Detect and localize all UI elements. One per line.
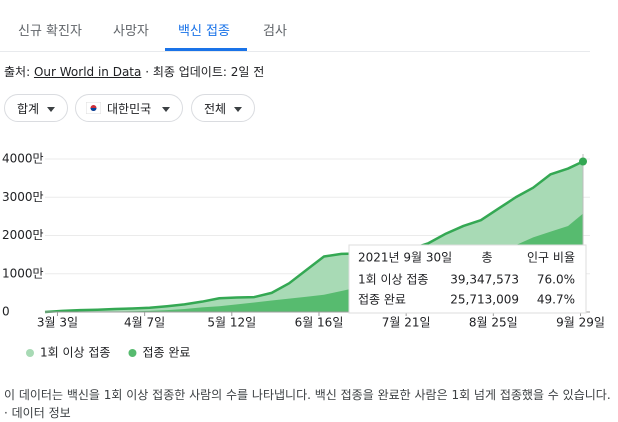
y-tick-label: 2000만: [2, 228, 44, 242]
x-tick-label: 4월 7일: [124, 316, 165, 330]
dropdown-label: 합계: [17, 102, 40, 116]
tab[interactable]: 신규 확진자: [18, 24, 82, 39]
source-prefix: 출처:: [4, 65, 31, 79]
footnote-text: 이 데이터는 백신을 1회 이상 접종한 사람의 수를 나타냅니다. 백신 접종…: [4, 388, 611, 402]
point: [579, 157, 587, 166]
tab-active[interactable]: 백신 접종: [178, 24, 230, 39]
x-tick-label: 8월 25일: [469, 316, 518, 330]
dropdown[interactable]: 전체: [191, 94, 255, 122]
source: 출처: Our World in Data · 최종 업데이트: 2일 전: [4, 63, 264, 80]
tooltip: 2021년 9월 30일 총 인구 비율 1회 이상 접종 39,347,573 76.0…: [348, 244, 587, 314]
x-tick-label: 5월 12일: [207, 316, 256, 330]
dropdown-label: 전체: [204, 102, 227, 116]
dropdown-label: 대한민국: [107, 102, 152, 116]
tooltip-ratio: 76.0%: [537, 273, 575, 287]
dropdown[interactable]: 합계: [4, 94, 68, 122]
tab[interactable]: 사망자: [113, 24, 149, 39]
divider: [0, 51, 590, 52]
y-tick-label: 0: [2, 305, 10, 319]
legend-swatch: [128, 349, 137, 357]
legend-label: 접종 완료: [142, 346, 190, 360]
tooltip-box: [348, 244, 587, 314]
updated: · 최종 업데이트: 2일 전: [145, 65, 265, 79]
line: [44, 160, 584, 314]
legend-label: 1회 이상 접종: [40, 346, 110, 360]
page: 신규 확진자 사망자 백신 접종 검사 출처: Our World in Dat…: [0, 24, 611, 420]
footnote: 이 데이터는 백신을 1회 이상 접종한 사람의 수를 나타냅니다. 백신 접종…: [4, 386, 612, 422]
tooltip-header: 총: [481, 251, 492, 265]
tooltip-total: 25,713,009: [450, 293, 519, 307]
tooltip-ratio: 49.7%: [537, 293, 575, 307]
y-tick-label: 1000만: [2, 266, 44, 280]
source-link[interactable]: Our World in Data: [33, 65, 142, 79]
flag: [86, 102, 101, 114]
tooltip-date: 2021년 9월 30일: [358, 251, 452, 265]
y-tick-label: 4000만: [2, 152, 44, 166]
tooltip-total: 39,347,573: [450, 273, 519, 287]
dropdown[interactable]: 대한민국: [75, 94, 183, 122]
y-tick-label: 3000만: [2, 190, 44, 204]
x-tick-label: 7월 21일: [382, 316, 431, 330]
legend-swatch: [26, 349, 34, 357]
x-tick-label: 9월 29일: [556, 316, 605, 330]
footnote-link[interactable]: · 데이터 정보: [4, 406, 71, 420]
x-tick-label: 6월 16일: [295, 316, 344, 330]
tooltip-name: 접종 완료: [358, 293, 406, 307]
tab-indicator: [165, 48, 247, 51]
tab[interactable]: 검사: [263, 24, 287, 39]
x-tick-label: 3월 3일: [37, 316, 78, 330]
tooltip-name: 1회 이상 접종: [358, 273, 428, 287]
tooltip-header: 인구 비율: [527, 251, 575, 265]
chart: 0 1000만 2000만 3000만 4000만 3월 3일 4월 7일 5월 12일 6월 …: [2, 152, 605, 360]
